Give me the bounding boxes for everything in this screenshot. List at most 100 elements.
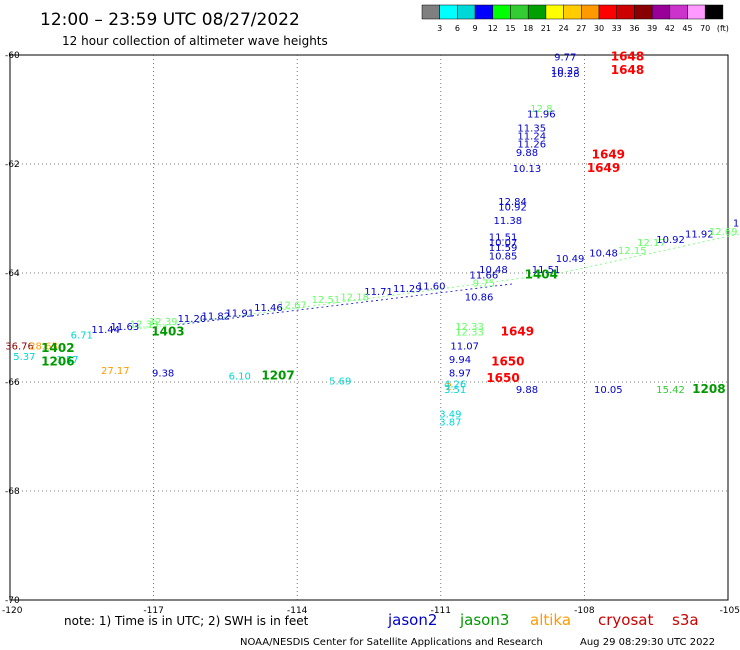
wave-height-label: 15.42 xyxy=(656,385,685,396)
colorbar-label: 12 xyxy=(488,24,498,33)
x-axis-ticks: -120 -117 -114 -111 -108 -105 xyxy=(2,606,740,616)
wave-height-label: 12.84 xyxy=(498,197,527,208)
y-axis-ticks: -60 -62 -64 -66 -68 -70 xyxy=(5,51,20,606)
wave-height-label: 9.88 xyxy=(516,148,538,159)
wave-height-label: 10.48 xyxy=(589,249,618,260)
pass-time-labels: 1648164816491649164916501650140414031402… xyxy=(41,49,725,395)
y-tick-label: -60 xyxy=(5,51,20,61)
wave-height-label: 28.63 xyxy=(29,341,58,352)
colorbar-swatch xyxy=(651,4,671,20)
colorbar-label: 42 xyxy=(665,24,675,33)
satellite-legend-s3a: s3a xyxy=(672,611,699,629)
pass-time-label: 1402 xyxy=(41,341,74,355)
colorbar-label: 30 xyxy=(594,24,604,33)
colorbar-label: 24 xyxy=(559,24,569,33)
x-tick-label: -108 xyxy=(574,606,595,616)
chart-subtitle: 12 hour collection of altimeter wave hei… xyxy=(62,34,328,48)
colorbar-swatch xyxy=(527,4,547,20)
wave-height-label: 11.26 xyxy=(517,140,546,151)
wave-height-label: 11.07 xyxy=(450,341,479,352)
wave-height-label: 10.28 xyxy=(551,69,580,80)
wave-height-label: 11.91 xyxy=(225,309,254,320)
colorbar-label: 15 xyxy=(505,24,515,33)
colorbar-swatch xyxy=(439,4,458,20)
wave-height-label: 1.57 xyxy=(56,355,78,366)
y-tick-label: -64 xyxy=(5,269,20,279)
wave-height-label: 9.88 xyxy=(516,385,538,396)
colorbar-label: 33 xyxy=(612,24,622,33)
wave-height-label: 9.94 xyxy=(449,355,471,366)
colorbar-label: 70 xyxy=(700,24,710,33)
wave-height-label: 11.82 xyxy=(202,311,231,322)
wave-height-label: 3.49 xyxy=(439,409,461,420)
wave-height-label: 12.39 xyxy=(149,317,178,328)
colorbar-label: 45 xyxy=(682,24,692,33)
wave-height-label: 11.44 xyxy=(91,325,120,336)
satellite-legend-cryosat: cryosat xyxy=(598,611,653,629)
satellite-legend-altika: altika xyxy=(530,611,571,629)
timestamp-text: Aug 29 08:29:30 UTC 2022 xyxy=(580,637,715,648)
y-tick-label: -68 xyxy=(5,487,20,497)
pass-time-label: 1207 xyxy=(261,368,294,382)
colorbar-label: 18 xyxy=(523,24,533,33)
wave-height-label: 10.92 xyxy=(656,235,685,246)
colorbar-swatch xyxy=(563,4,582,20)
wave-height-label: 10.86 xyxy=(465,292,494,303)
wave-height-label: 12.15 xyxy=(618,246,647,257)
pass-time-label: 1648 xyxy=(611,49,644,63)
colorbar-label: 27 xyxy=(576,24,586,33)
wave-height-label: 11.84 xyxy=(733,219,740,230)
colorbar-label: 3 xyxy=(437,24,442,33)
wave-height-label: 9.77 xyxy=(554,52,576,63)
grid-lines xyxy=(10,55,728,600)
pass-time-label: 1650 xyxy=(486,371,519,385)
wave-height-label: 12.18 xyxy=(340,292,369,303)
color-scale-legend: 3 6 9 12 15 18 21 24 27 30 33 36 39 42 45 70 (ft) xyxy=(421,4,729,33)
chart-title: 12:00 – 23:59 UTC 08/27/2022 xyxy=(40,10,300,30)
wave-height-label: 11.66 xyxy=(470,270,499,281)
colorbar-label: 36 xyxy=(629,24,639,33)
wave-height-label: 12.33 xyxy=(130,320,159,331)
wave-height-label: 11.63 xyxy=(111,322,140,333)
colorbar-swatch xyxy=(421,4,440,20)
wave-height-label: 9.38 xyxy=(152,369,174,380)
y-tick-label: -66 xyxy=(5,378,20,388)
plot-frame xyxy=(9,54,729,601)
pass-time-label: 1649 xyxy=(501,325,534,339)
colorbar-label: (ft) xyxy=(717,24,729,33)
x-tick-label: -111 xyxy=(431,606,451,616)
x-tick-label: -117 xyxy=(143,606,163,616)
colorbar-swatch xyxy=(545,4,564,20)
colorbar-swatch xyxy=(581,4,600,20)
colorbar-swatch xyxy=(598,4,617,20)
wave-height-label: 2. xyxy=(446,382,456,393)
wave-height-label: 12.17 xyxy=(637,238,666,249)
pass-time-label: 1649 xyxy=(587,161,620,175)
legend-note: note: 1) Time is in UTC; 2) SWH is in fe… xyxy=(64,614,309,628)
track-line xyxy=(177,283,513,326)
pass-time-label: 1650 xyxy=(491,355,524,369)
wave-height-label: 10.13 xyxy=(513,164,542,175)
wave-height-label: 36.76 xyxy=(5,341,34,352)
wave-height-label: 5.69 xyxy=(329,377,351,388)
colorbar-swatch xyxy=(474,4,494,20)
colorbar-swatch xyxy=(669,4,688,20)
wave-height-label: 12.33 xyxy=(455,322,484,333)
wave-height-label: 3.51 xyxy=(444,385,466,396)
wave-height-label: 11.29 xyxy=(393,284,422,295)
wave-height-label: 10.23 xyxy=(551,66,580,77)
wave-height-label: 11.51 xyxy=(532,265,561,276)
y-tick-label: -70 xyxy=(5,596,20,606)
y-tick-label: -62 xyxy=(5,160,20,170)
x-tick-label: -105 xyxy=(720,606,740,616)
wave-height-label: 6.71 xyxy=(71,330,93,341)
wave-height-label: 9.75 xyxy=(473,279,495,290)
x-tick-label: -120 xyxy=(2,606,23,616)
wave-height-label: 10.05 xyxy=(594,385,623,396)
wave-height-label: 4.26 xyxy=(444,379,466,390)
credit-text: NOAA/NESDIS Center for Satellite Applica… xyxy=(240,637,543,648)
wave-height-label: 10.48 xyxy=(479,265,508,276)
wave-height-label: 10.85 xyxy=(489,251,518,262)
colorbar-swatch xyxy=(492,4,511,20)
